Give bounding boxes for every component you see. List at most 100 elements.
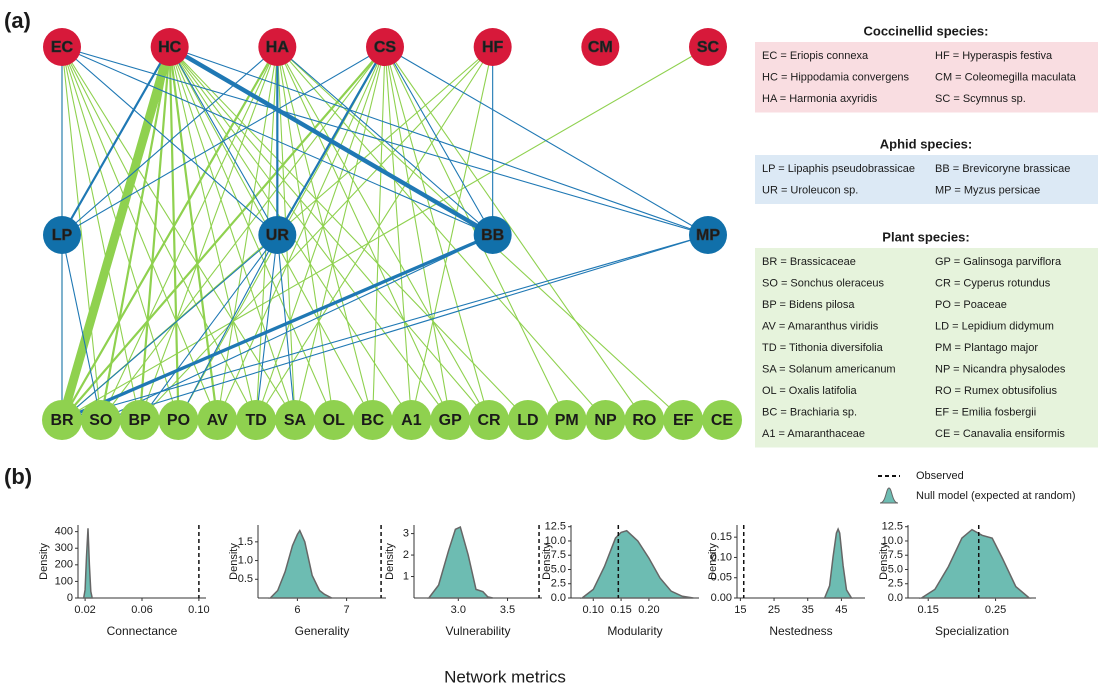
legend-entry: HC = Hippodamia convergens <box>762 71 910 83</box>
null-density <box>922 530 1030 598</box>
legend-entry: BB = Brevicoryne brassicae <box>935 163 1070 175</box>
y-tick-label: 2.5 <box>551 578 566 590</box>
panel-label: (b) <box>4 464 32 489</box>
legend-entry: HF = Hyperaspis festiva <box>935 50 1053 62</box>
node-label: CE <box>711 412 734 429</box>
legend-entry: EF = Emilia fosbergii <box>935 406 1036 418</box>
node-label: UR <box>266 227 290 244</box>
legend-entry: CR = Cyperus rotundus <box>935 277 1051 289</box>
x-axis-label: Vulnerability <box>446 624 511 638</box>
node-label: OL <box>323 412 345 429</box>
node-label: CR <box>478 412 502 429</box>
x-tick-label: 0.15 <box>610 604 631 616</box>
node-label: RO <box>632 412 656 429</box>
node-label: BB <box>481 227 504 244</box>
legend-label: Observed <box>916 470 964 482</box>
x-tick-label: 35 <box>802 604 814 616</box>
x-axis-label: Modularity <box>607 624 662 638</box>
legend-entry: MP = Myzus persicae <box>935 184 1040 196</box>
legend-entry: UR = Uroleucon sp. <box>762 184 858 196</box>
y-tick-label: 7.5 <box>888 549 903 561</box>
y-tick-label: 0.5 <box>238 573 253 585</box>
node-label: SO <box>89 412 112 429</box>
legend-title: Coccinellid species: <box>864 23 989 38</box>
legend-entry: LP = Lipaphis pseudobrassicae <box>762 163 915 175</box>
x-axis-title: Network metrics <box>444 667 566 686</box>
x-tick-label: 3.0 <box>451 604 466 616</box>
y-tick-label: 12.5 <box>545 521 566 533</box>
legend-entry: GP = Galinsoga parviflora <box>935 256 1062 268</box>
legend-entry: PM = Plantago major <box>935 342 1038 354</box>
x-tick-label: 15 <box>734 604 746 616</box>
node-label: EF <box>673 412 694 429</box>
x-tick-label: 0.20 <box>638 604 659 616</box>
y-tick-label: 1.5 <box>238 536 253 548</box>
node-label: A1 <box>401 412 422 429</box>
node-label: LP <box>52 227 73 244</box>
y-tick-label: 0.15 <box>711 531 732 543</box>
y-axis-label: Density <box>878 543 890 580</box>
legend-entry: NP = Nicandra physalodes <box>935 363 1066 375</box>
x-axis-label: Connectance <box>107 624 178 638</box>
x-tick-label: 0.25 <box>985 604 1006 616</box>
node-label: MP <box>696 227 720 244</box>
null-density <box>825 529 852 598</box>
node-label: HA <box>266 39 290 56</box>
legend-title: Aphid species: <box>880 136 972 151</box>
legend-entry: OL = Oxalis latifolia <box>762 385 858 397</box>
y-tick-label: 0.0 <box>551 592 566 604</box>
legend-entry: BR = Brassicaceae <box>762 256 856 268</box>
y-tick-label: 2 <box>403 549 409 561</box>
y-tick-label: 1.0 <box>238 554 253 566</box>
x-tick-label: 45 <box>835 604 847 616</box>
legend-entry: SC = Scymnus sp. <box>935 93 1026 105</box>
y-tick-label: 300 <box>55 542 73 554</box>
x-axis-label: Nestedness <box>769 624 832 638</box>
y-tick-label: 5.0 <box>888 563 903 575</box>
x-tick-label: 3.5 <box>500 604 515 616</box>
x-axis-label: Generality <box>295 624 350 638</box>
legend-entry: EC = Eriopis connexa <box>762 50 869 62</box>
node-label: BC <box>361 412 385 429</box>
legend-entry: TD = Tithonia diversifolia <box>762 342 884 354</box>
legend-title: Plant species: <box>882 229 969 244</box>
panel-label: (a) <box>4 8 31 33</box>
node-label: BR <box>50 412 74 429</box>
species-legend: Coccinellid species: EC = Eriopis connexa… <box>755 23 1098 447</box>
node-label: SA <box>284 412 307 429</box>
node-label: LD <box>517 412 538 429</box>
y-tick-label: 0 <box>67 592 73 604</box>
node-label: SC <box>697 39 720 56</box>
edge <box>62 235 708 420</box>
x-tick-label: 0.02 <box>74 604 95 616</box>
edge <box>170 47 451 420</box>
legend-entry: CE = Canavalia ensiformis <box>935 428 1065 440</box>
y-tick-label: 400 <box>55 526 73 538</box>
y-tick-label: 200 <box>55 559 73 571</box>
y-tick-label: 100 <box>55 575 73 587</box>
node-label: PO <box>167 412 190 429</box>
y-axis-label: Density <box>541 543 553 580</box>
node-label: EC <box>51 39 74 56</box>
legend-entry: CM = Coleomegilla maculata <box>935 71 1077 83</box>
legend-entry: PO = Poaceae <box>935 299 1007 311</box>
x-axis-label: Specialization <box>935 624 1009 638</box>
edge <box>385 47 411 420</box>
y-axis-label: Density <box>228 543 240 580</box>
density-charts: 01002003004000.020.060.10ConnectanceDens… <box>38 521 1036 639</box>
legend-entry: RO = Rumex obtusifolius <box>935 385 1057 397</box>
legend-entry: AV = Amaranthus viridis <box>762 320 879 332</box>
edge <box>62 47 277 420</box>
y-tick-label: 7.5 <box>551 549 566 561</box>
node-label: BP <box>129 412 152 429</box>
y-tick-label: 1 <box>403 570 409 582</box>
legend-swatch <box>880 488 898 503</box>
legend-entry: BP = Bidens pilosa <box>762 299 855 311</box>
node-label: TD <box>245 412 266 429</box>
legend-entry: HA = Harmonia axyridis <box>762 93 878 105</box>
x-tick-label: 7 <box>344 604 350 616</box>
x-tick-label: 0.10 <box>583 604 604 616</box>
x-tick-label: 0.06 <box>131 604 152 616</box>
node-label: GP <box>439 412 462 429</box>
null-density <box>84 528 93 598</box>
